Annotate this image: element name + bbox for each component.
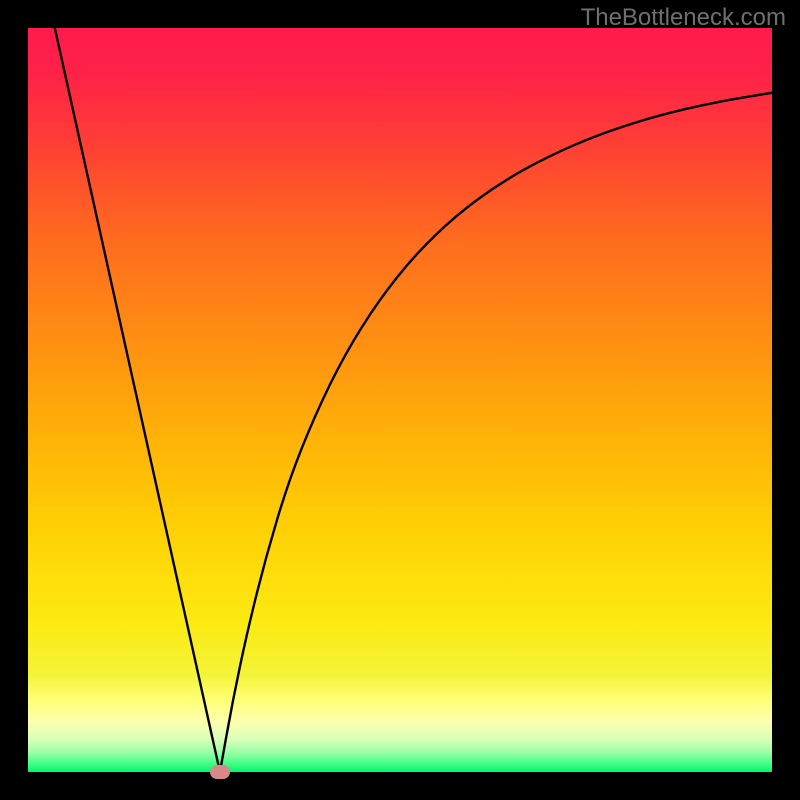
stage: TheBottleneck.com <box>0 0 800 800</box>
plot-area <box>28 28 772 772</box>
bottleneck-curve <box>55 28 772 772</box>
minimum-marker <box>210 765 230 779</box>
curve-svg <box>28 28 772 772</box>
